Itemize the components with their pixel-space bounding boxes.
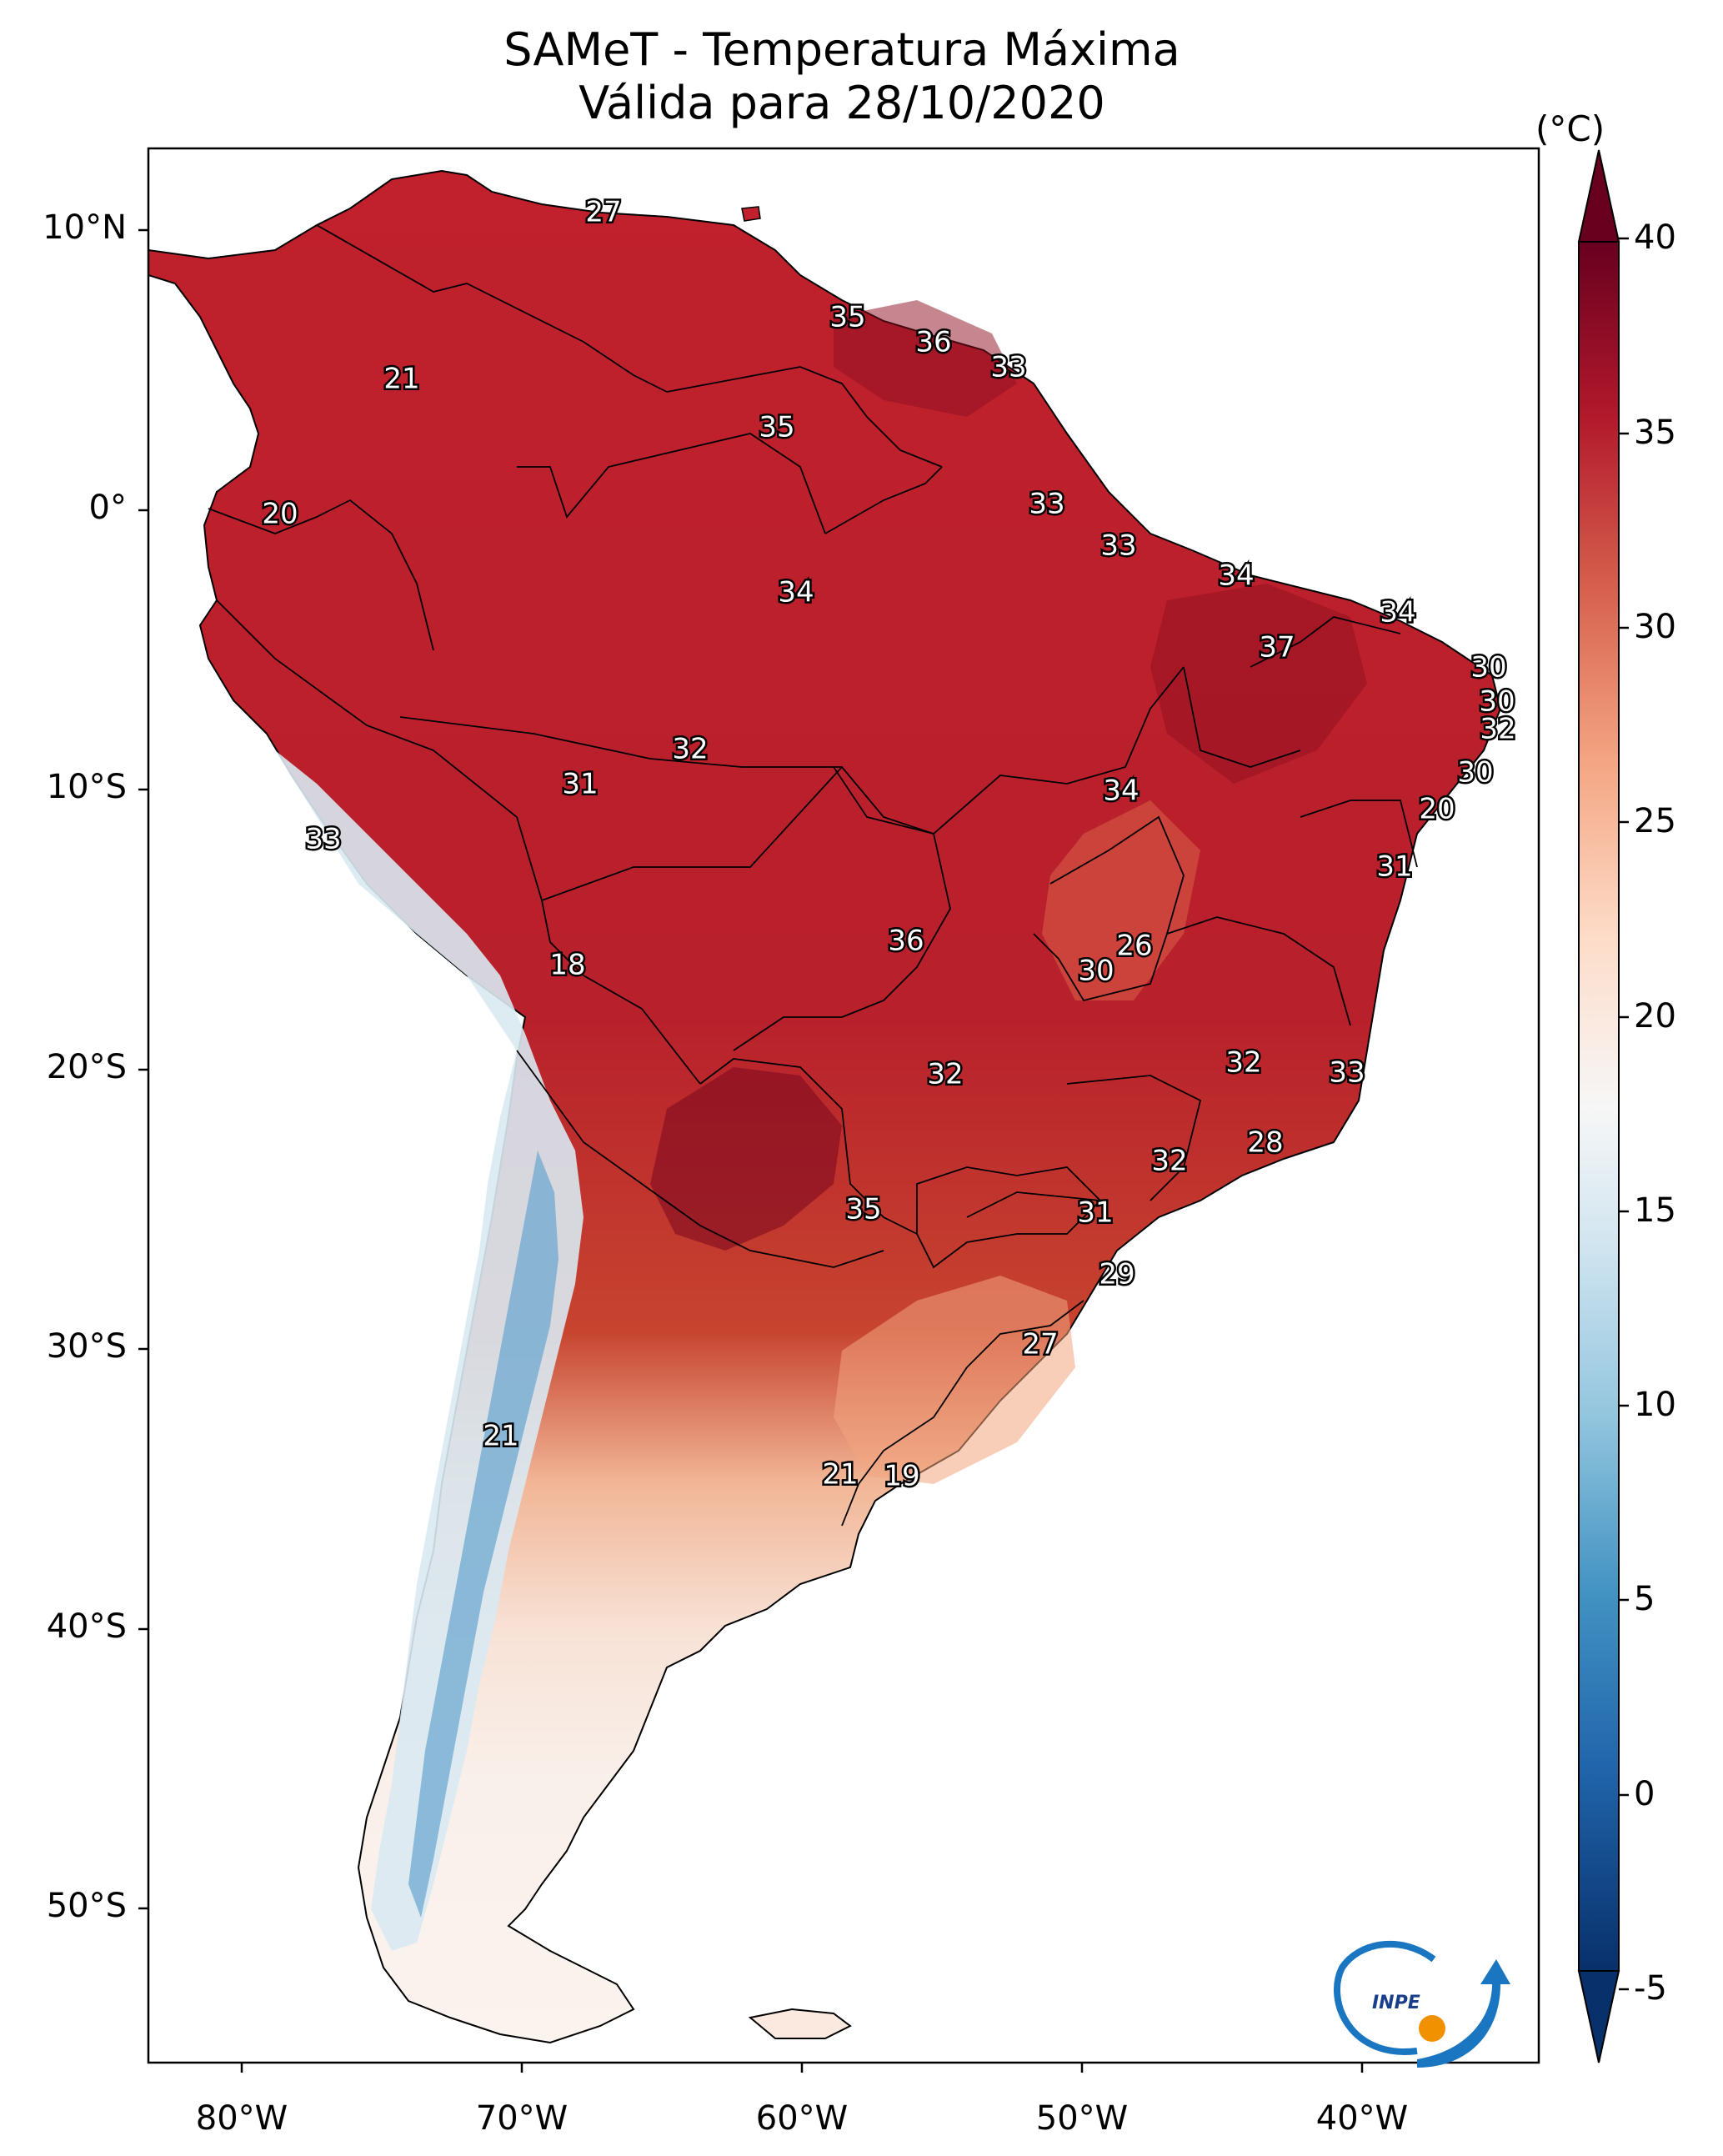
colorbar-tick-30: 30 [1634,608,1676,646]
lon-label-40w: 40°W [1315,2099,1409,2138]
temperature-value-label: 34 [1380,596,1415,629]
temperature-value-label: 20 [262,498,298,531]
colorbar-tick-25: 25 [1634,802,1676,840]
temperature-value-label: 34 [1218,559,1254,593]
temperature-value-label: 32 [927,1058,963,1091]
inpe-logo-mark [1334,1940,1510,2068]
lon-label-60w: 60°W [755,2099,849,2138]
lat-label-50s: 50°S [46,1887,127,1925]
colorbar-unit: (°C) [1535,108,1605,149]
lat-label-10n: 10°N [43,208,127,247]
temperature-value-label: 32 [1225,1046,1261,1080]
temperature-value-label: 34 [1103,775,1139,808]
south-brazil-cool [834,1276,1075,1484]
colorbar-tick-5: 5 [1634,1580,1655,1618]
lat-label-30s: 30°S [46,1327,127,1366]
lon-label-80w: 80°W [195,2099,288,2138]
temperature-value-label: 30 [1078,955,1114,988]
temperature-value-label: 35 [759,411,794,444]
temperature-value-label: 21 [822,1458,858,1492]
temperature-value-label: 35 [829,301,865,334]
temperature-value-label: 27 [585,196,621,229]
temperature-value-label: 33 [990,351,1026,384]
map-title: SAMeT - Temperatura Máxima Válida para 2… [150,23,1534,130]
temperature-value-label: 36 [915,326,951,359]
colorbar-tick-35: 35 [1634,414,1676,452]
temperature-value-label: 30 [1457,756,1493,790]
temperature-value-label: 37 [1259,631,1295,664]
temperature-value-label: 31 [1077,1196,1113,1230]
colorbar-tick-0: 0 [1634,1775,1655,1813]
colorbar-tick-15: 15 [1634,1191,1676,1230]
lat-label-0: 0° [88,489,127,527]
lat-label-20s: 20°S [46,1048,127,1086]
temperature-value-label: 21 [483,1420,518,1453]
hot-core-chaco [650,1067,842,1251]
lat-ticks [138,228,148,1910]
temperature-value-label: 34 [778,576,814,609]
temperature-value-label: 36 [888,925,924,958]
lat-label-10s: 10°S [46,768,127,806]
lon-ticks [240,2063,1364,2073]
colorbar-tick-40: 40 [1634,218,1676,257]
temperature-value-label: 30 [1479,685,1515,719]
lon-label-70w: 70°W [475,2099,568,2138]
map-frame [147,147,1540,2064]
temperature-value-label: 29 [1099,1258,1134,1291]
falkland-islands [748,2008,852,2039]
temperature-value-label: 28 [1247,1126,1283,1160]
temperature-value-label: 32 [672,733,708,766]
lon-label-50w: 50°W [1035,2099,1129,2138]
temperature-value-label: 33 [1100,529,1136,563]
temperature-value-label: 31 [1376,850,1412,884]
temperature-value-label: 32 [1480,713,1515,746]
temperature-value-label: 35 [845,1193,881,1226]
temperature-value-label: 21 [383,363,419,396]
temperature-value-label: 31 [562,768,598,801]
temperature-value-label: 26 [1116,930,1152,963]
temperature-value-label: 19 [884,1460,919,1493]
country-borders [208,224,1418,1527]
temperature-value-label: 27 [1022,1328,1058,1361]
temperature-value-label: 30 [1470,651,1506,684]
colorbar [1577,149,1629,2063]
temperature-value-label: 33 [1029,488,1064,521]
hot-core-guianas [834,300,1017,417]
title-line-1: SAMeT - Temperatura Máxima [503,23,1180,76]
colorbar-scale [1579,242,1619,1971]
inpe-logo-text: INPE [1372,1993,1420,2013]
title-line-2: Válida para 28/10/2020 [579,77,1105,129]
colorbar-tick-10: 10 [1634,1386,1676,1424]
colorbar-tick-minus5: -5 [1634,1969,1667,2008]
hot-core-northeast [1150,584,1367,784]
colorbar-tick-20: 20 [1634,997,1676,1035]
andes-cold-core [408,1151,558,1918]
temperature-value-label: 32 [1151,1145,1187,1178]
temperature-value-label: 33 [305,823,341,856]
caribbean-islands [741,206,761,222]
lat-label-40s: 40°S [46,1607,127,1646]
temperature-value-label: 18 [549,949,585,982]
temperature-value-label: 33 [1329,1056,1365,1090]
temperature-value-label: 20 [1419,793,1455,826]
